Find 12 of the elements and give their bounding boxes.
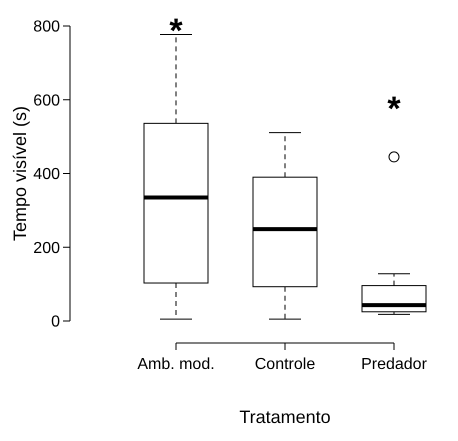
x-tick-label: Predador xyxy=(361,356,428,373)
x-tick-label: Controle xyxy=(254,356,316,373)
x-tick-label: Amb. mod. xyxy=(137,356,215,373)
y-tick-label: 400 xyxy=(33,166,60,184)
y-tick-label: 200 xyxy=(33,240,60,257)
y-axis-title: Tempo visível (s) xyxy=(10,106,30,242)
y-tick-label: 600 xyxy=(33,92,60,110)
y-tick-label: 0 xyxy=(51,314,60,331)
x-axis-title: Tratamento xyxy=(239,407,331,427)
annotation: * xyxy=(387,90,402,128)
y-tick-label: 800 xyxy=(33,18,60,36)
annotation: * xyxy=(169,12,184,50)
